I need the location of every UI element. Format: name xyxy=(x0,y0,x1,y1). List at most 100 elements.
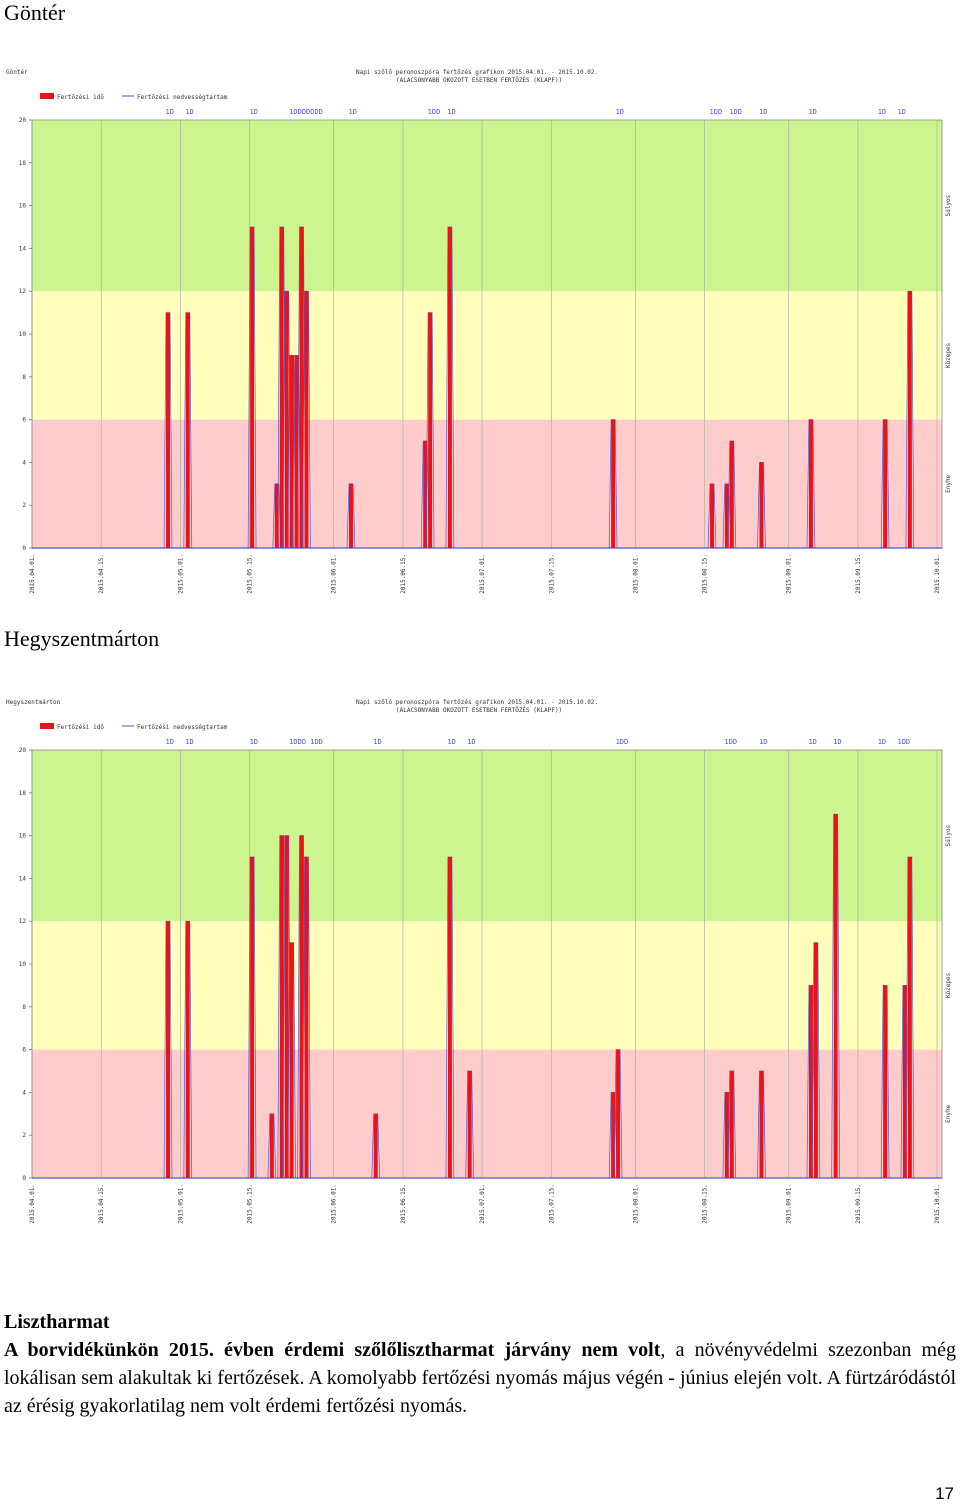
mark-label: 1D xyxy=(878,738,886,746)
x-tick-label: 2015.06.01. xyxy=(331,1184,338,1224)
mark-label: 1D xyxy=(373,738,381,746)
legend-swatch-bar xyxy=(40,723,54,729)
bar xyxy=(166,312,170,548)
bar xyxy=(299,227,304,548)
legend-swatch-bar xyxy=(40,93,54,99)
mark-label: 1DDDDDDD xyxy=(289,108,323,116)
bar-outline xyxy=(287,942,296,1179)
x-tick-label: 2015.08.01. xyxy=(632,1184,639,1224)
bar xyxy=(907,291,912,548)
mark-label: 1D xyxy=(185,738,193,746)
chart-header-line-1: Napi szőlő peronoszpóra fertőzés grafiko… xyxy=(356,69,598,76)
x-tick-label: 2015.04.15. xyxy=(98,1184,105,1224)
mark-label: 1D xyxy=(808,108,816,116)
x-tick-label: 2015.09.01. xyxy=(786,1184,793,1224)
bar xyxy=(284,291,289,548)
bar xyxy=(250,857,255,1178)
y-tick-label: 20 xyxy=(19,747,27,754)
y-tick-label: 8 xyxy=(22,1004,26,1011)
band-label: Közepes xyxy=(945,972,952,998)
paragraph-rest: , a növényvédelmi szezonban még lokálisa… xyxy=(4,1339,956,1417)
bar xyxy=(274,483,279,548)
x-tick-label: 2015.09.15. xyxy=(855,1184,862,1224)
bar xyxy=(724,1092,729,1178)
chart-corner-label: Göntér xyxy=(6,69,28,76)
y-tick-label: 4 xyxy=(22,459,26,466)
y-tick-label: 6 xyxy=(22,1047,26,1054)
mark-label: 1D xyxy=(878,108,886,116)
x-tick-label: 2015.05.01. xyxy=(177,1184,184,1224)
bar xyxy=(294,355,299,548)
band-label: Közepes xyxy=(945,342,952,368)
bar xyxy=(729,441,734,548)
bar xyxy=(279,227,284,548)
x-tick-label: 2015.05.15. xyxy=(247,1184,254,1224)
bar xyxy=(808,985,813,1178)
mark-label: 1DD xyxy=(428,108,441,116)
bar xyxy=(289,355,294,548)
bar xyxy=(883,419,888,548)
bar xyxy=(813,942,818,1178)
chart-title-hegyszentmarton: Hegyszentmárton xyxy=(4,626,160,651)
x-tick-label: 2015.06.15. xyxy=(400,554,407,594)
y-tick-label: 2 xyxy=(22,502,26,509)
bar xyxy=(616,1049,621,1178)
bar-outline xyxy=(613,1049,623,1179)
bar xyxy=(428,312,433,548)
y-tick-label: 0 xyxy=(22,1175,26,1182)
bar xyxy=(611,1092,616,1178)
mark-label: 1D xyxy=(759,108,767,116)
mark-label: 1D xyxy=(808,738,816,746)
bar xyxy=(423,441,428,548)
risk-band xyxy=(32,120,942,292)
bar xyxy=(907,857,912,1178)
y-tick-label: 0 xyxy=(22,545,26,552)
band-label: Súlyos xyxy=(945,194,952,216)
bar xyxy=(467,1071,472,1178)
chart-header-line-2: (ALACSONYABB OKOZOTT ESETBEN FERTŐZÉS (K… xyxy=(396,706,562,714)
x-tick-label: 2015.09.15. xyxy=(855,554,862,594)
x-tick-label: 2015.04.15. xyxy=(98,554,105,594)
y-tick-label: 6 xyxy=(22,417,26,424)
bar xyxy=(289,942,294,1178)
bar xyxy=(373,1113,378,1178)
band-label: Enyhe xyxy=(945,1104,952,1122)
y-tick-label: 16 xyxy=(19,203,27,210)
bar xyxy=(269,1113,274,1178)
page-number: 17 xyxy=(935,1484,954,1503)
mark-label: 1D xyxy=(833,738,841,746)
legend-label-2: Fertőzési nedvességtartam xyxy=(137,724,228,731)
x-tick-label: 2015.10.01. xyxy=(934,1184,941,1224)
mark-label: 1D xyxy=(897,108,905,116)
bar xyxy=(729,1071,734,1178)
mark-label: 1DD xyxy=(710,108,723,116)
bar xyxy=(902,985,907,1178)
x-tick-label: 2015.08.01. xyxy=(632,554,639,594)
y-tick-label: 16 xyxy=(19,833,27,840)
bar xyxy=(166,921,170,1178)
legend-label-1: Fertőzési idő xyxy=(57,94,104,101)
y-tick-label: 18 xyxy=(19,160,27,167)
mark-label: 1DDD 1DD xyxy=(289,738,323,746)
y-tick-label: 14 xyxy=(19,245,27,252)
paragraph-bold: A borvidékünkön 2015. évben érdemi szőlő… xyxy=(4,1339,661,1361)
mark-label: 1D xyxy=(447,108,455,116)
bar xyxy=(883,985,888,1178)
x-tick-label: 2015.07.15. xyxy=(548,554,555,594)
y-tick-label: 20 xyxy=(19,117,27,124)
y-tick-label: 2 xyxy=(22,1132,26,1139)
x-tick-label: 2015.08.15. xyxy=(702,554,709,594)
x-tick-label: 2015.09.01. xyxy=(786,554,793,594)
bar xyxy=(759,1071,764,1178)
bar xyxy=(611,419,616,548)
bar xyxy=(185,312,190,548)
mark-label: 1D xyxy=(447,738,455,746)
mark-label: 1DD xyxy=(897,738,910,746)
chart-svg-hegyszentmarton: Hegyszentmárton Napi szőlő peronoszpóra f… xyxy=(6,699,952,1224)
legend-label-1: Fertőzési idő xyxy=(57,724,104,731)
y-tick-label: 10 xyxy=(19,331,27,338)
x-tick-label: 2015.06.15. xyxy=(400,1184,407,1224)
mark-label: 1D xyxy=(166,108,174,116)
chart-corner-label: Hegyszentmárton xyxy=(6,699,61,706)
x-tick-label: 2015.04.01. xyxy=(29,554,36,594)
